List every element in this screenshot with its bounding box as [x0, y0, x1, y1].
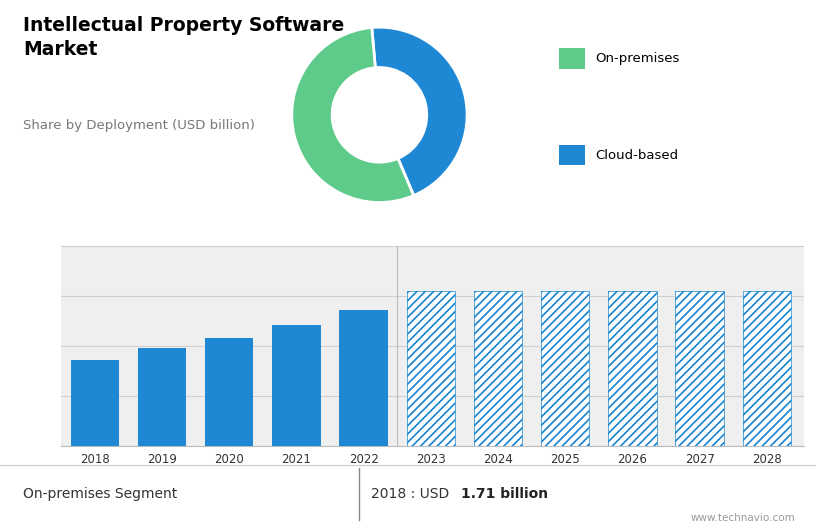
- Bar: [743, 290, 791, 446]
- Bar: [676, 290, 724, 446]
- Text: On-premises Segment: On-premises Segment: [23, 487, 177, 501]
- Wedge shape: [372, 27, 467, 195]
- Bar: [559, 145, 585, 165]
- Bar: [541, 290, 589, 446]
- Bar: [743, 290, 791, 446]
- Bar: [406, 290, 455, 446]
- Text: Share by Deployment (USD billion): Share by Deployment (USD billion): [23, 119, 255, 133]
- Bar: [205, 338, 254, 446]
- Text: Cloud-based: Cloud-based: [596, 148, 679, 162]
- Bar: [676, 290, 724, 446]
- Text: 2018 : USD: 2018 : USD: [371, 487, 454, 501]
- Wedge shape: [292, 27, 414, 202]
- Bar: [406, 290, 455, 446]
- Bar: [71, 361, 119, 446]
- Bar: [541, 290, 589, 446]
- Bar: [474, 290, 522, 446]
- Bar: [474, 290, 522, 446]
- Text: On-premises: On-premises: [596, 52, 680, 65]
- Bar: [138, 348, 186, 446]
- Bar: [273, 325, 321, 446]
- Text: 1.71 billion: 1.71 billion: [461, 487, 548, 501]
- Bar: [608, 290, 657, 446]
- Text: Intellectual Property Software
Market: Intellectual Property Software Market: [23, 16, 344, 59]
- Bar: [559, 48, 585, 69]
- Text: www.technavio.com: www.technavio.com: [691, 513, 796, 523]
- Bar: [339, 310, 388, 446]
- Bar: [608, 290, 657, 446]
